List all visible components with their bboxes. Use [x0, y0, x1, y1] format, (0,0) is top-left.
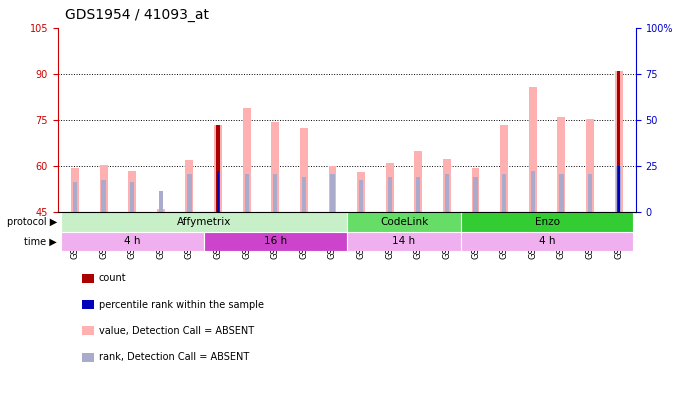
Bar	[217, 171, 219, 212]
Bar	[617, 166, 619, 212]
Bar	[300, 128, 308, 212]
Bar	[588, 174, 592, 212]
Bar	[186, 160, 193, 212]
Text: protocol ▶: protocol ▶	[7, 217, 57, 227]
Bar	[472, 168, 479, 212]
Bar	[461, 232, 633, 251]
Text: percentile rank within the sample: percentile rank within the sample	[99, 300, 264, 309]
Bar	[500, 125, 508, 212]
Bar	[216, 171, 220, 212]
Bar	[129, 171, 136, 212]
Bar	[617, 166, 621, 212]
Bar	[61, 212, 347, 232]
Bar	[445, 174, 449, 212]
Bar	[559, 174, 564, 212]
Bar	[61, 232, 204, 251]
Bar	[347, 232, 461, 251]
Text: Enzo: Enzo	[534, 217, 560, 227]
Text: 4 h: 4 h	[539, 237, 556, 246]
Text: rank, Detection Call = ABSENT: rank, Detection Call = ABSENT	[99, 352, 249, 362]
Bar	[615, 71, 623, 212]
Text: value, Detection Call = ABSENT: value, Detection Call = ABSENT	[99, 326, 254, 336]
Bar	[617, 71, 620, 212]
Bar	[473, 177, 478, 212]
Bar	[101, 180, 105, 212]
Text: Affymetrix: Affymetrix	[177, 217, 231, 227]
Bar	[388, 177, 392, 212]
Bar	[330, 174, 335, 212]
Text: 14 h: 14 h	[392, 237, 415, 246]
Bar	[502, 174, 507, 212]
Bar	[187, 174, 192, 212]
Bar	[273, 174, 277, 212]
Text: time ▶: time ▶	[24, 237, 57, 246]
Bar	[558, 117, 565, 212]
Bar	[530, 171, 535, 212]
Text: count: count	[99, 273, 126, 283]
Bar	[414, 151, 422, 212]
Bar	[302, 177, 306, 212]
Bar	[347, 212, 461, 232]
Bar	[216, 125, 220, 212]
Bar	[443, 159, 451, 212]
Bar	[100, 165, 107, 212]
Bar	[71, 168, 79, 212]
Bar	[157, 209, 165, 212]
Bar	[243, 108, 251, 212]
Bar	[529, 87, 537, 212]
Bar	[245, 174, 249, 212]
Text: GDS1954 / 41093_at: GDS1954 / 41093_at	[65, 8, 209, 22]
Bar	[271, 122, 279, 212]
Bar	[359, 180, 363, 212]
Bar	[204, 232, 347, 251]
Bar	[328, 166, 337, 212]
Bar	[214, 125, 222, 212]
Bar	[130, 181, 135, 212]
Bar	[461, 212, 633, 232]
Text: CodeLink: CodeLink	[380, 217, 428, 227]
Bar	[357, 173, 365, 212]
Bar	[73, 181, 77, 212]
Text: 4 h: 4 h	[124, 237, 141, 246]
Bar	[159, 191, 163, 212]
Bar	[416, 177, 420, 212]
Text: 16 h: 16 h	[264, 237, 287, 246]
Bar	[386, 163, 394, 212]
Bar	[586, 119, 594, 212]
